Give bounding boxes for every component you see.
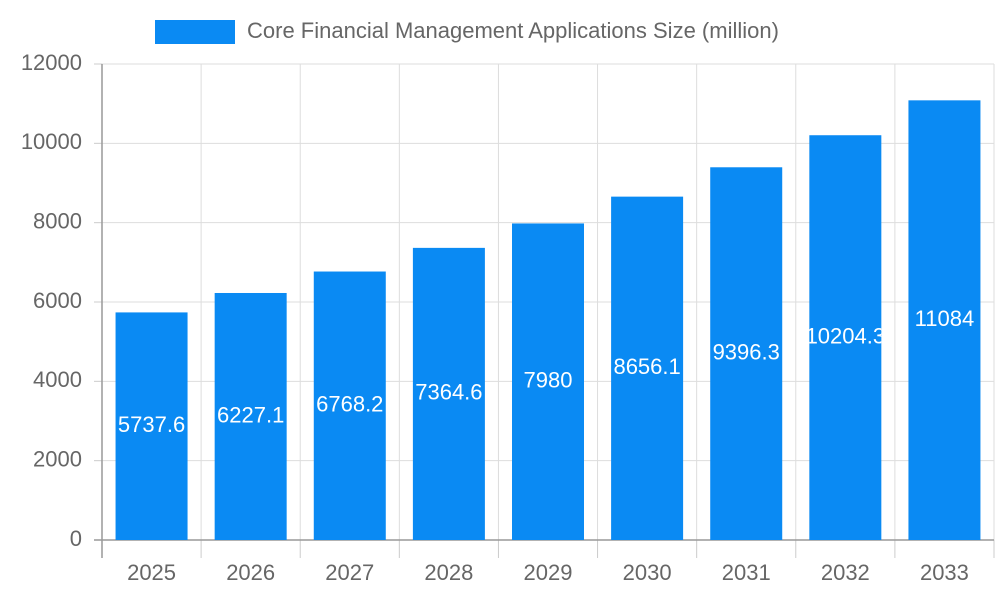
value-label: 11084 [915, 306, 975, 331]
x-tick-label: 2032 [821, 560, 870, 585]
x-tick-label: 2031 [722, 560, 771, 585]
bar [809, 135, 882, 540]
value-label: 9396.3 [713, 339, 780, 364]
x-tick-label: 2027 [325, 560, 374, 585]
x-tick-label: 2025 [127, 560, 176, 585]
bar [512, 223, 584, 540]
y-tick-label: 6000 [33, 288, 82, 313]
y-tick-label: 12000 [21, 50, 82, 75]
y-tick-label: 2000 [33, 446, 82, 471]
x-tick-label: 2028 [424, 560, 473, 585]
y-tick-label: 0 [70, 526, 82, 551]
value-label: 5737.6 [118, 412, 185, 437]
x-tick-label: 2026 [226, 560, 275, 585]
value-label: 8656.1 [613, 354, 680, 379]
x-tick-label: 2033 [920, 560, 969, 585]
bar [214, 292, 287, 540]
value-label: 6768.2 [316, 392, 383, 417]
y-tick-label: 10000 [21, 129, 82, 154]
x-tick-label: 2030 [623, 560, 672, 585]
bar [611, 196, 684, 541]
bar [115, 312, 188, 540]
legend-swatch [155, 20, 235, 44]
y-tick-label: 4000 [33, 367, 82, 392]
bar [412, 247, 485, 541]
x-tick-label: 2029 [524, 560, 573, 585]
value-label: 10204.3 [806, 323, 886, 348]
legend-label: Core Financial Management Applications S… [247, 18, 779, 43]
bar [710, 167, 783, 541]
bar [313, 271, 386, 540]
value-label: 7980 [524, 368, 573, 393]
value-label: 6227.1 [217, 402, 284, 427]
y-tick-label: 8000 [33, 208, 82, 233]
value-label: 7364.6 [415, 380, 482, 405]
bar [908, 100, 981, 541]
